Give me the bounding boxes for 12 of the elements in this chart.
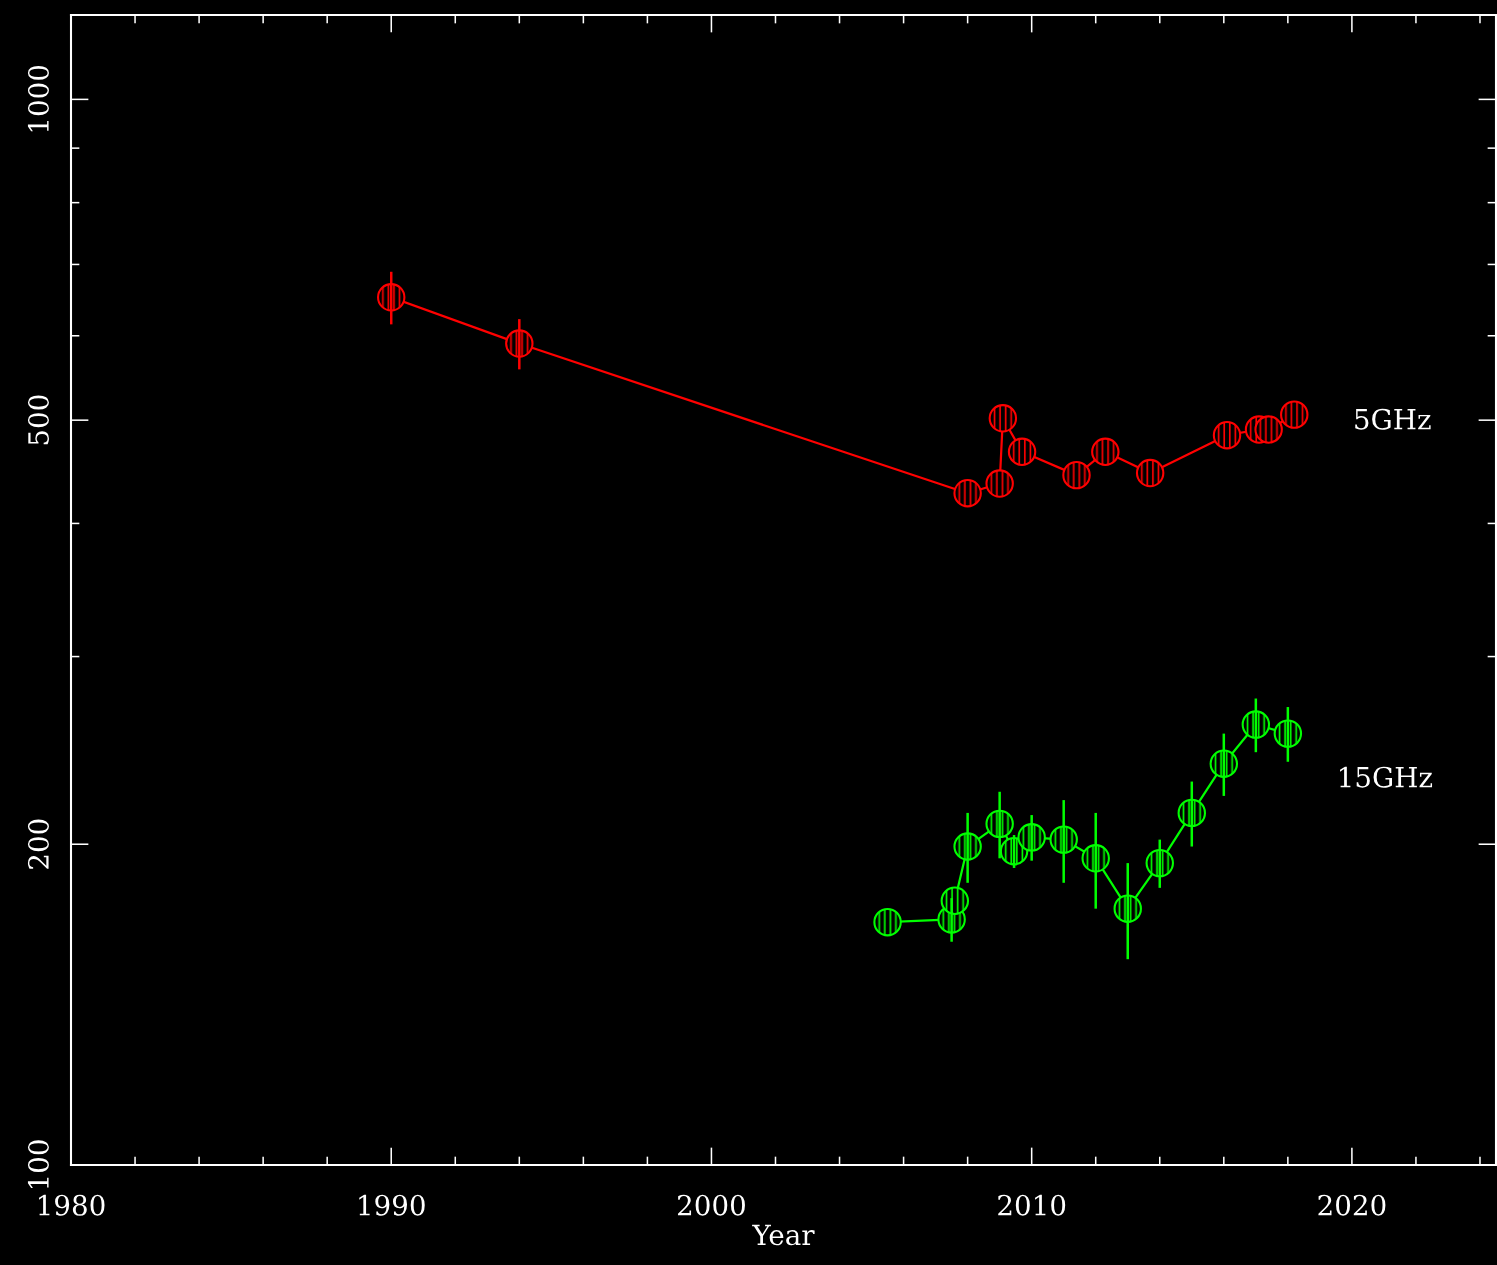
x-tick-label: 1980 [39, 1194, 105, 1216]
x-tick-label: 2020 [1318, 1194, 1386, 1216]
x-tick-label: 2000 [677, 1194, 745, 1216]
series-label: 15GHz [1340, 766, 1433, 788]
x-tick-label: 1990 [359, 1194, 425, 1216]
x-axis-title: Year [752, 1224, 815, 1246]
y-tick-label: 1000 [27, 65, 49, 132]
series-label: 5GHz [1355, 408, 1431, 430]
y-tick-label: 500 [27, 395, 49, 445]
y-tick-label: 200 [27, 819, 49, 869]
x-tick-label: 2010 [998, 1194, 1066, 1216]
y-tick-label: 100 [27, 1140, 49, 1189]
